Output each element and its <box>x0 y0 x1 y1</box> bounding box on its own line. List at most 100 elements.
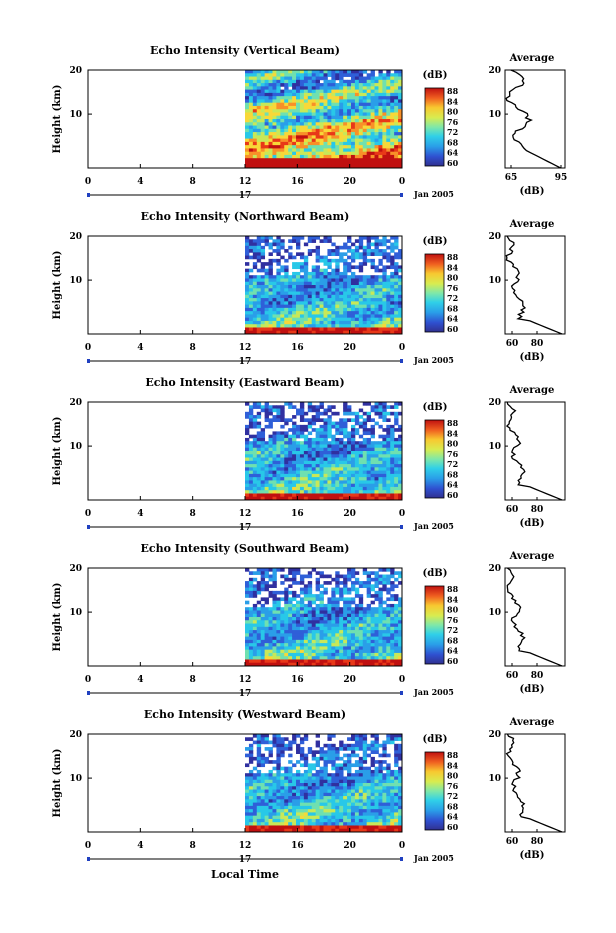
y-axis-label: Height (km) <box>52 583 63 652</box>
colorbar-tick: 88 <box>447 86 459 96</box>
echo-intensity-plot <box>88 236 402 334</box>
colorbar-tick: 72 <box>447 127 458 137</box>
x-tick-label: 12 <box>239 509 252 519</box>
avg-y-tick: 20 <box>488 66 501 76</box>
y-tick-label: 10 <box>69 608 82 618</box>
average-title: Average <box>509 53 555 64</box>
x-tick-label: 4 <box>137 177 143 187</box>
month-label: Jan 2005 <box>413 521 454 531</box>
avg-x-label: (dB) <box>520 850 545 861</box>
x-tick-label: 20 <box>343 177 356 187</box>
avg-y-tick: 10 <box>488 442 501 452</box>
month-label: Jan 2005 <box>413 853 454 863</box>
colorbar-tick: 84 <box>447 262 459 272</box>
x-tick-label: 20 <box>343 841 356 851</box>
colorbar-tick: 64 <box>447 812 459 822</box>
colorbar-tick: 60 <box>447 324 459 334</box>
avg-y-tick: 10 <box>488 110 501 120</box>
avg-x-tick: 60 <box>506 339 519 349</box>
panel-1: Echo Intensity (Vertical Beam) Height (km… <box>52 44 567 201</box>
average-title: Average <box>509 219 555 230</box>
echo-intensity-plot <box>88 568 402 666</box>
avg-y-tick: 20 <box>488 398 501 408</box>
avg-x-label: (dB) <box>520 186 545 197</box>
avg-x-label: (dB) <box>520 518 545 529</box>
x-tick-label: 12 <box>239 675 252 685</box>
panel-3: Echo Intensity (Eastward Beam)Height (km… <box>52 376 565 533</box>
colorbar-tick: 60 <box>447 822 459 832</box>
panel-2: Echo Intensity (Northward Beam) Height (k… <box>52 210 565 367</box>
x-tick-label: 16 <box>291 509 304 519</box>
x-tick-label: 12 <box>239 841 252 851</box>
day-label: 17 <box>239 689 252 699</box>
colorbar-tick: 60 <box>447 490 459 500</box>
x-tick-label: 4 <box>137 509 143 519</box>
x-tick-label: 8 <box>190 841 196 851</box>
y-tick-label: 20 <box>69 398 82 408</box>
day-label: 17 <box>239 855 252 865</box>
echo-intensity-plot <box>88 70 402 168</box>
x-tick-label: 16 <box>291 675 304 685</box>
panel-title: Echo Intensity (Westward Beam) <box>144 708 346 721</box>
echo-intensity-plot <box>88 734 402 832</box>
avg-y-tick: 20 <box>488 232 501 242</box>
colorbar-tick: 76 <box>447 781 459 791</box>
colorbar-tick: 68 <box>447 635 459 645</box>
colorbar-tick: 60 <box>447 158 459 168</box>
avg-y-tick: 20 <box>488 564 501 574</box>
colorbar-tick: 64 <box>447 480 459 490</box>
colorbar-unit: (dB) <box>423 734 448 745</box>
day-label: 17 <box>239 357 252 367</box>
x-tick-label: 0 <box>399 343 405 353</box>
avg-x-label: (dB) <box>520 352 545 363</box>
x-tick-label: 16 <box>291 841 304 851</box>
panel-5: Echo Intensity (Westward Beam)Height (km… <box>52 708 565 865</box>
y-axis-label: Height (km) <box>52 85 63 154</box>
avg-x-tick: 80 <box>531 837 544 847</box>
colorbar-tick: 72 <box>447 791 458 801</box>
y-tick-label: 10 <box>69 276 82 286</box>
panel-title: Echo Intensity (Vertical Beam) <box>150 44 340 57</box>
x-tick-label: 20 <box>343 675 356 685</box>
colorbar-unit: (dB) <box>423 236 448 247</box>
colorbar-tick: 64 <box>447 646 459 656</box>
colorbar-tick: 80 <box>447 273 459 283</box>
x-tick-label: 12 <box>239 343 252 353</box>
colorbar-tick: 60 <box>447 656 459 666</box>
colorbar-tick: 72 <box>447 293 458 303</box>
avg-x-tick: 65 <box>505 173 518 183</box>
echo-intensity-plot <box>88 402 402 500</box>
x-tick-label: 8 <box>190 509 196 519</box>
colorbar-unit: (dB) <box>423 402 448 413</box>
colorbar-tick: 88 <box>447 418 459 428</box>
avg-x-tick: 60 <box>506 671 519 681</box>
x-tick-label: 0 <box>399 509 405 519</box>
day-label: 17 <box>239 523 252 533</box>
colorbar-tick: 72 <box>447 459 458 469</box>
x-tick-label: 0 <box>85 841 91 851</box>
x-tick-label: 0 <box>399 841 405 851</box>
colorbar-tick: 76 <box>447 117 459 127</box>
x-tick-label: 20 <box>343 343 356 353</box>
x-tick-label: 4 <box>137 343 143 353</box>
y-axis-label: Height (km) <box>52 417 63 486</box>
colorbar-tick: 76 <box>447 449 459 459</box>
y-axis-label: Height (km) <box>52 251 63 320</box>
avg-y-tick: 10 <box>488 774 501 784</box>
colorbar-tick: 80 <box>447 107 459 117</box>
x-tick-label: 8 <box>190 177 196 187</box>
avg-x-tick: 60 <box>506 837 519 847</box>
colorbar-unit: (dB) <box>423 568 448 579</box>
panel-title: Echo Intensity (Northward Beam) <box>141 210 350 223</box>
colorbar-tick: 84 <box>447 594 459 604</box>
colorbar-tick: 76 <box>447 615 459 625</box>
x-tick-label: 20 <box>343 509 356 519</box>
x-tick-label: 8 <box>190 343 196 353</box>
day-label: 17 <box>239 191 252 201</box>
